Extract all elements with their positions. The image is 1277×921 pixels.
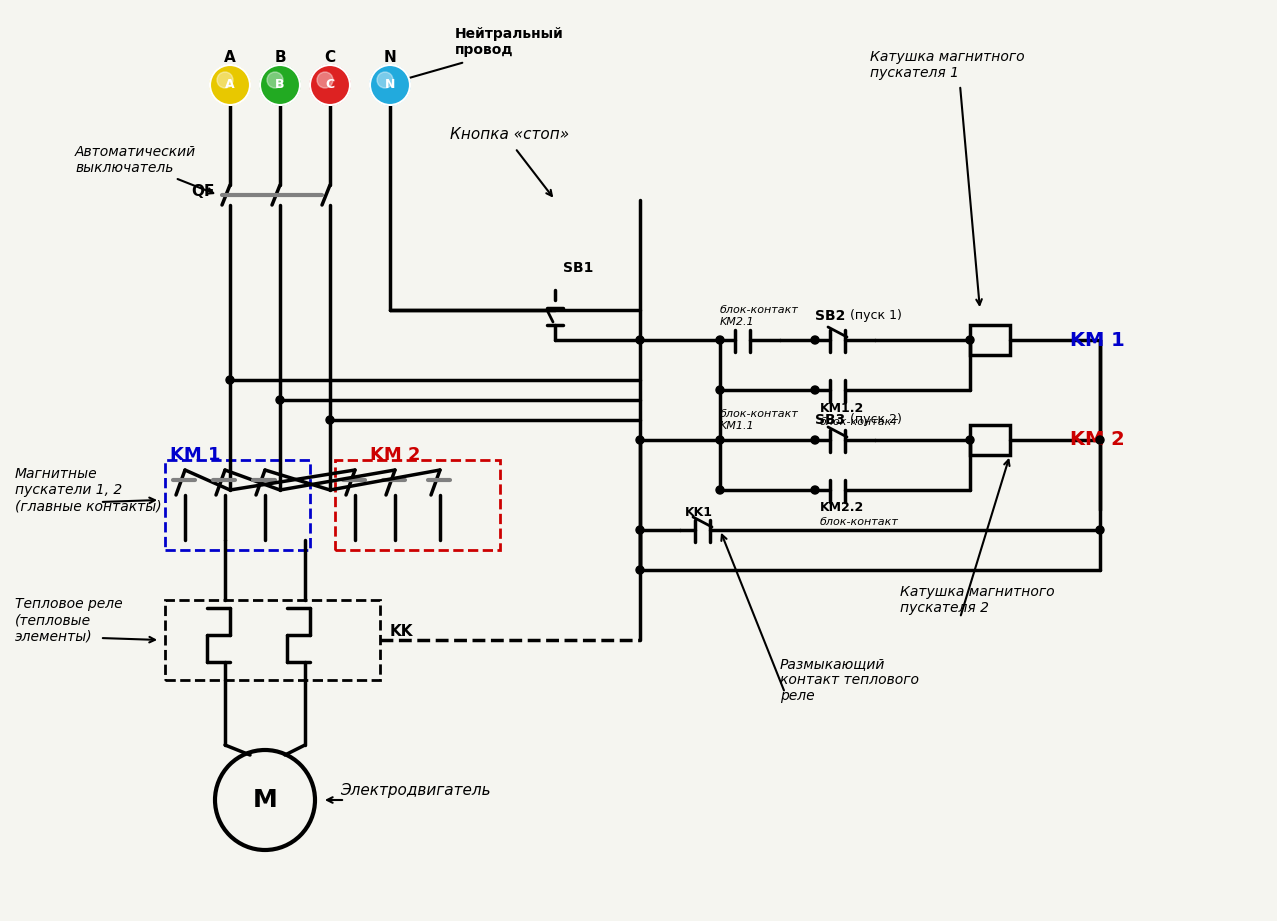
Circle shape — [267, 72, 283, 88]
Circle shape — [226, 376, 234, 384]
Circle shape — [716, 336, 724, 344]
Circle shape — [636, 336, 644, 344]
Circle shape — [317, 72, 333, 88]
Text: KM 1: KM 1 — [170, 446, 221, 464]
Text: (пуск 1): (пуск 1) — [850, 309, 902, 322]
Circle shape — [217, 72, 232, 88]
Text: SB2: SB2 — [815, 309, 845, 323]
Text: Автоматический
выключатель: Автоматический выключатель — [75, 145, 197, 175]
Circle shape — [1096, 526, 1105, 534]
Bar — [335, 460, 501, 550]
Text: C: C — [324, 51, 336, 65]
Circle shape — [811, 336, 819, 344]
Text: QF: QF — [192, 184, 215, 200]
Bar — [165, 600, 381, 680]
Text: Магнитные
пускатели 1, 2
(главные контакты): Магнитные пускатели 1, 2 (главные контак… — [15, 467, 162, 513]
Text: Размыкающий
контакт теплового
реле: Размыкающий контакт теплового реле — [780, 657, 919, 704]
Circle shape — [276, 396, 283, 404]
Text: Электродвигатель: Электродвигатель — [340, 783, 490, 798]
Text: M: M — [253, 788, 277, 812]
Text: KM 1: KM 1 — [1070, 331, 1125, 349]
Circle shape — [261, 65, 300, 105]
Text: Тепловое реле
(тепловые
элементы): Тепловое реле (тепловые элементы) — [15, 597, 123, 643]
Text: N: N — [384, 78, 395, 91]
Circle shape — [965, 336, 974, 344]
Circle shape — [716, 386, 724, 394]
Text: блок-контакт: блок-контакт — [820, 417, 899, 427]
Circle shape — [1096, 436, 1105, 444]
Circle shape — [716, 486, 724, 494]
Text: A: A — [225, 51, 236, 65]
Circle shape — [636, 566, 644, 574]
Circle shape — [811, 386, 819, 394]
Circle shape — [636, 436, 644, 444]
Circle shape — [326, 416, 335, 424]
Circle shape — [310, 65, 350, 105]
Text: Катушка магнитного
пускателя 2: Катушка магнитного пускателя 2 — [900, 585, 1055, 615]
Circle shape — [811, 436, 819, 444]
Circle shape — [370, 65, 410, 105]
Text: KM 2: KM 2 — [370, 446, 420, 464]
Circle shape — [811, 486, 819, 494]
Circle shape — [716, 436, 724, 444]
Circle shape — [636, 526, 644, 534]
Text: KK: KK — [389, 624, 414, 639]
Text: KM2.2: KM2.2 — [820, 502, 865, 515]
Text: блок-контакт
KM2.1: блок-контакт KM2.1 — [720, 305, 799, 327]
Text: A: A — [225, 78, 235, 91]
Text: блок-контакт
KM1.1: блок-контакт KM1.1 — [720, 409, 799, 431]
Text: N: N — [383, 51, 396, 65]
Text: B: B — [275, 51, 286, 65]
Text: KM1.2: KM1.2 — [820, 402, 865, 414]
Text: (пуск 2): (пуск 2) — [850, 414, 902, 426]
Text: C: C — [326, 78, 335, 91]
Text: Катушка магнитного
пускателя 1: Катушка магнитного пускателя 1 — [870, 50, 1024, 80]
Bar — [971, 425, 1010, 455]
Text: SB3: SB3 — [815, 413, 845, 427]
Circle shape — [377, 72, 393, 88]
Bar — [165, 460, 310, 550]
Text: блок-контакт: блок-контакт — [820, 517, 899, 527]
Text: Кнопка «стоп»: Кнопка «стоп» — [450, 127, 570, 143]
Circle shape — [965, 436, 974, 444]
Text: KM 2: KM 2 — [1070, 430, 1125, 449]
Text: Нейтральный
провод: Нейтральный провод — [455, 27, 563, 57]
Text: SB1: SB1 — [563, 261, 594, 275]
Text: B: B — [276, 78, 285, 91]
Text: KK1: KK1 — [684, 506, 713, 519]
Circle shape — [209, 65, 250, 105]
Bar — [971, 325, 1010, 355]
